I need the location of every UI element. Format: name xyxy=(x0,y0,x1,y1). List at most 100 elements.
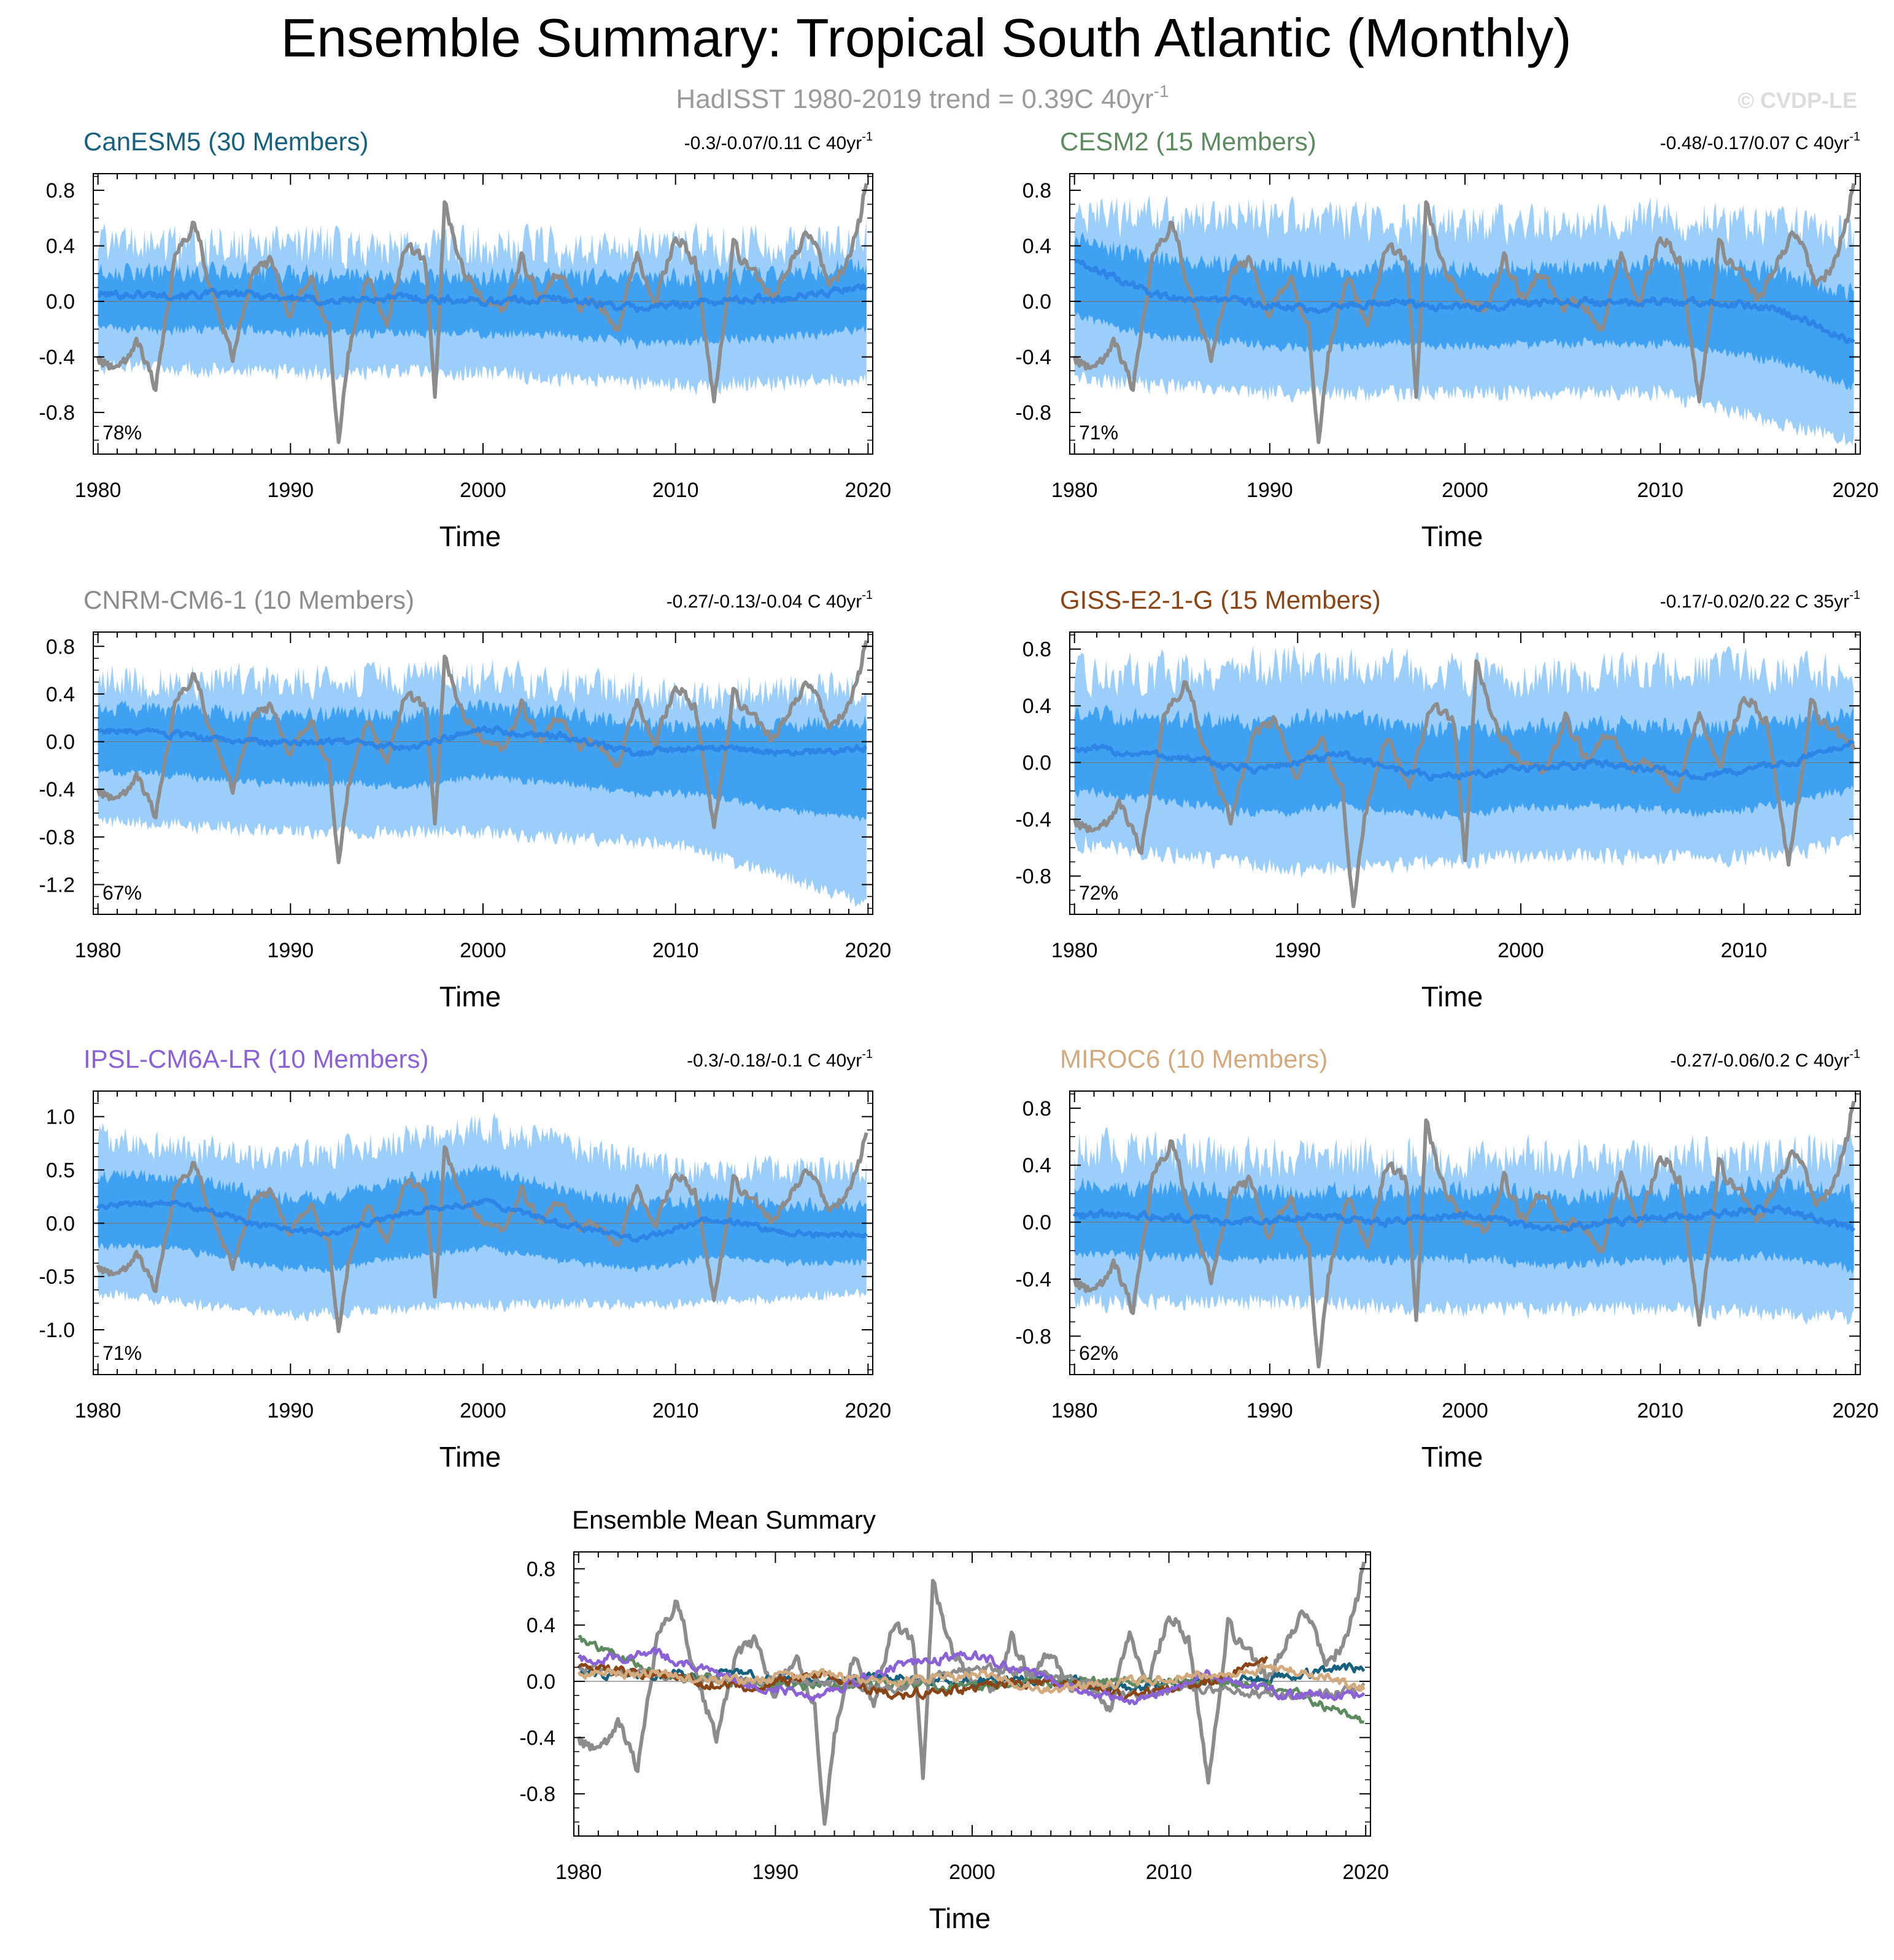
observed-line xyxy=(96,183,868,444)
percent-label: 78% xyxy=(102,422,142,444)
x-tick-label: 2010 xyxy=(1146,1861,1192,1884)
panel-4: 1980 1990 2000 2010 0.8 0.4 0.0 -0.4 -0.8 GISS-E2… xyxy=(1015,585,1861,1013)
y-tick-label: -0.4 xyxy=(39,346,75,369)
y-tick-label: -0.4 xyxy=(39,778,75,801)
x-axis-title: Time xyxy=(439,1441,501,1473)
obs-trend-sup: -1 xyxy=(1154,82,1169,101)
summary-plot-area xyxy=(574,1561,1370,1826)
x-tick-label: 2010 xyxy=(652,1399,699,1422)
percent-label: 67% xyxy=(102,882,142,904)
x-tick-label: 2020 xyxy=(845,479,892,502)
x-tick-label: 2020 xyxy=(845,939,892,962)
y-tick-label: 0.8 xyxy=(527,1558,555,1581)
figure-title: Ensemble Summary: Tropical South Atlanti… xyxy=(280,7,1571,68)
ensemble-mean-line xyxy=(1073,739,1855,782)
panel-2: 1980 1990 2000 2010 2020 0.8 0.4 0.0 -0.4 -0.8 CES… xyxy=(1015,127,1879,552)
x-axis-title: Time xyxy=(1421,981,1483,1013)
ensemble-mean-line xyxy=(96,1198,868,1243)
watermark: © CVDP-LE xyxy=(1737,88,1857,113)
x-tick-label: 1980 xyxy=(555,1861,602,1884)
x-tick-label: 2010 xyxy=(652,939,699,962)
y-tick-label: -1.2 xyxy=(39,873,75,897)
y-tick-label: -0.4 xyxy=(1015,1268,1051,1291)
model-mean-line xyxy=(577,1646,1366,1705)
y-tick-label: 0.8 xyxy=(1022,1097,1051,1121)
charts-layer: 1980 1990 2000 2010 2020 0.8 0.4 0.0 -0.4 -0.8 Can… xyxy=(39,127,1879,1934)
observed-line xyxy=(96,1132,868,1333)
trend-range-sup: -1 xyxy=(862,588,873,602)
y-tick-label: -0.5 xyxy=(39,1265,75,1289)
x-tick-label: 2000 xyxy=(1442,479,1488,502)
y-tick-label: 0.4 xyxy=(1022,235,1051,258)
plot-area xyxy=(93,640,873,907)
x-tick-label: 2020 xyxy=(845,1399,892,1422)
x-tick-label: 2000 xyxy=(949,1861,995,1884)
ensemble-spread-inner xyxy=(98,699,867,822)
model-mean-line xyxy=(577,1662,1366,1702)
trend-range-sup: -1 xyxy=(862,1048,873,1061)
model-mean-line xyxy=(578,1635,1365,1724)
plot-area xyxy=(1070,1100,1860,1368)
percent-label: 62% xyxy=(1079,1342,1118,1364)
plot-area xyxy=(1070,183,1860,446)
x-tick-label: 1990 xyxy=(1247,479,1293,502)
trend-range-text: -0.27/-0.13/-0.04 C 40yr xyxy=(667,592,862,612)
y-tick-label: 0.0 xyxy=(46,731,75,754)
y-tick-label: 1.0 xyxy=(46,1106,75,1129)
ensemble-spread-inner xyxy=(1074,704,1854,822)
y-tick-label: -0.8 xyxy=(1015,865,1051,889)
x-axis-title: Time xyxy=(439,981,501,1013)
x-tick-label: 1980 xyxy=(75,1399,122,1422)
model-title: IPSL-CM6A-LR (10 Members) xyxy=(83,1044,428,1073)
trend-range-text: -0.48/-0.17/0.07 C 40yr xyxy=(1660,133,1850,153)
trend-range-text: -0.17/-0.02/0.22 C 35yr xyxy=(1660,592,1850,612)
y-tick-label: 0.8 xyxy=(1022,638,1051,662)
y-tick-label: -0.4 xyxy=(519,1727,555,1750)
x-tick-label: 2010 xyxy=(1637,1399,1683,1422)
y-tick-label: -0.8 xyxy=(39,401,75,425)
trend-range-label: -0.27/-0.06/0.2 C 40yr-1 xyxy=(1670,1048,1860,1071)
model-title: CNRM-CM6-1 (10 Members) xyxy=(83,585,414,614)
x-axis-title: Time xyxy=(1421,1441,1483,1473)
x-axis-title: Time xyxy=(929,1902,991,1934)
percent-label: 71% xyxy=(1079,422,1118,444)
y-tick-label: 0.0 xyxy=(46,1212,75,1235)
panel-6: 1980 1990 2000 2010 2020 0.8 0.4 0.0 -0.4 -0.8 MIR… xyxy=(1015,1044,1879,1473)
x-tick-label: 1980 xyxy=(75,939,122,962)
plot-area xyxy=(1070,644,1860,909)
y-tick-label: 0.4 xyxy=(1022,1154,1051,1178)
x-tick-label: 2010 xyxy=(1637,479,1683,502)
ensemble-mean-line xyxy=(96,725,867,757)
model-title: MIROC6 (10 Members) xyxy=(1060,1044,1328,1073)
y-tick-label: 0.4 xyxy=(46,235,75,258)
y-tick-label: 0.8 xyxy=(1022,179,1051,203)
observed-line xyxy=(1072,183,1856,444)
x-axis-title: Time xyxy=(1421,520,1483,552)
panel-1: 1980 1990 2000 2010 2020 0.8 0.4 0.0 -0.4 -0.8 Can… xyxy=(39,127,891,552)
trend-range-text: -0.3/-0.18/-0.1 C 40yr xyxy=(687,1051,862,1071)
x-tick-label: 2020 xyxy=(1832,1399,1879,1422)
y-tick-label: -0.4 xyxy=(1015,808,1051,831)
x-tick-label: 1980 xyxy=(1051,479,1098,502)
plot-area xyxy=(93,183,873,444)
x-tick-label: 1980 xyxy=(1051,939,1098,962)
trend-range-sup: -1 xyxy=(1849,1048,1860,1061)
ensemble-mean-line xyxy=(1073,1204,1855,1232)
trend-range-sup: -1 xyxy=(1849,588,1860,602)
y-tick-label: 0.4 xyxy=(527,1614,555,1637)
y-tick-label: 0.0 xyxy=(1022,290,1051,314)
x-tick-label: 2000 xyxy=(1498,939,1544,962)
plot-area xyxy=(93,1113,873,1333)
observed-line xyxy=(1072,659,1856,909)
y-tick-label: 0.0 xyxy=(527,1670,555,1694)
trend-range-label: -0.3/-0.07/0.11 C 40yr-1 xyxy=(684,130,873,153)
ensemble-mean-line xyxy=(1074,258,1855,344)
x-axis-title: Time xyxy=(439,520,501,552)
y-tick-label: 0.0 xyxy=(1022,1211,1051,1235)
panel-5: 1980 1990 2000 2010 2020 1.0 0.5 0.0 -0.5 -1.0 IPS… xyxy=(39,1044,891,1473)
ensemble-mean-line xyxy=(98,283,868,314)
trend-range-text: -0.3/-0.07/0.11 C 40yr xyxy=(684,133,862,153)
observed-line xyxy=(96,640,868,865)
x-tick-label: 1990 xyxy=(267,1399,314,1422)
